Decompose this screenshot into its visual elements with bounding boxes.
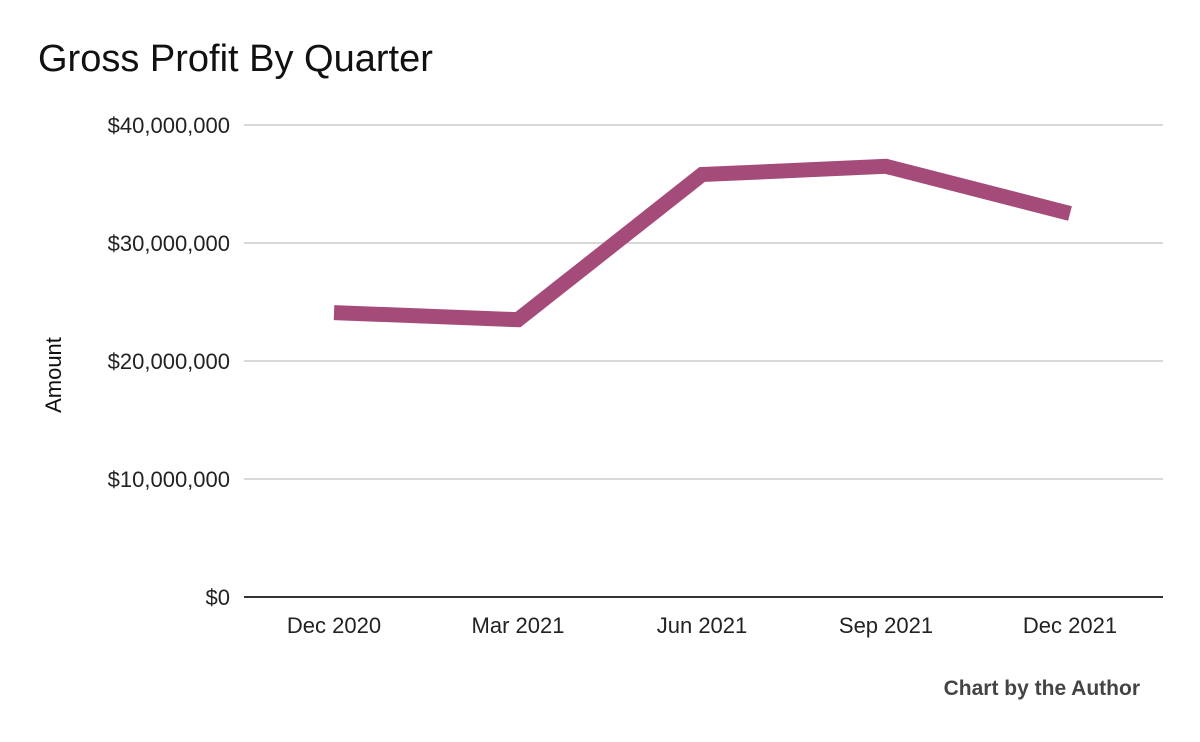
x-tick-label: Dec 2020 (287, 613, 381, 638)
y-tick-label: $0 (206, 585, 230, 610)
x-tick-label: Jun 2021 (657, 613, 748, 638)
series-layer (333, 158, 1072, 328)
y-axis-ticks: $0 $10,000,000 $20,000,000 $30,000,000 $40,0… (108, 113, 230, 610)
x-tick-label: Dec 2021 (1023, 613, 1117, 638)
gridlines (244, 124, 1163, 480)
y-tick-label: $20,000,000 (108, 349, 230, 374)
x-axis-ticks: Dec 2020 Mar 2021 Jun 2021 Sep 2021 Dec 2021 (287, 613, 1117, 638)
chart-credit: Chart by the Author (943, 677, 1140, 700)
y-tick-label: $40,000,000 (108, 113, 230, 138)
y-tick-label: $30,000,000 (108, 231, 230, 256)
x-tick-label: Mar 2021 (472, 613, 565, 638)
chart-title: Gross Profit By Quarter (38, 38, 433, 80)
series-line (333, 158, 1072, 328)
y-axis-label: Amount (41, 337, 66, 413)
x-tick-label: Sep 2021 (839, 613, 933, 638)
y-tick-label: $10,000,000 (108, 467, 230, 492)
